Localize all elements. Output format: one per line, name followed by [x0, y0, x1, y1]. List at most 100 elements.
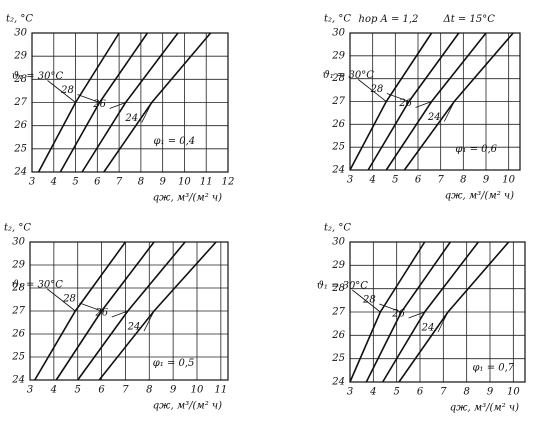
y-tick-label: 26	[331, 119, 345, 130]
curve-label: 26	[94, 308, 108, 319]
curve-label: 24	[127, 322, 141, 333]
x-tick-label: 5	[75, 385, 81, 396]
y-axis-label: t₂, °C	[324, 223, 351, 234]
y-tick-label: 24	[331, 165, 345, 176]
y-tick-label: 24	[331, 377, 345, 388]
x-tick-label: 7	[437, 175, 444, 186]
curve-label: ϑ₁ = 30°C	[317, 281, 369, 292]
x-tick-label: 10	[178, 177, 191, 188]
y-tick-label: 24	[13, 167, 27, 178]
x-tick-label: 6	[415, 175, 422, 186]
annotation: φ₁ = 0,5	[153, 358, 195, 369]
y-tick-label: 25	[11, 352, 25, 363]
x-axis-label: qж, м³/(м² ч)	[153, 193, 222, 204]
y-tick-label: 29	[11, 260, 25, 271]
curve-label: ϑ₁ = 30°C	[323, 70, 375, 81]
x-axis-label: qж, м³/(м² ч)	[445, 191, 514, 202]
curve	[403, 32, 514, 171]
leader-line	[79, 302, 102, 312]
curve-label: 26	[398, 98, 412, 109]
curve-label: 28	[362, 295, 376, 306]
y-tick-label: 28	[11, 283, 25, 294]
curve-label: 28	[370, 84, 384, 95]
y-tick-label: 25	[331, 353, 345, 364]
x-tick-label: 7	[116, 177, 123, 188]
y-tick-label: 27	[11, 306, 25, 317]
curve-label: ϑ₁ = 30°C	[12, 71, 64, 82]
annotation: φ₁ = 0,4	[154, 136, 196, 147]
x-tick-label: 10	[191, 385, 204, 396]
leader-line	[141, 102, 153, 123]
curve-label: 24	[124, 113, 138, 124]
annotation: φ₁ = 0,7	[473, 363, 515, 374]
leader-line	[358, 79, 387, 102]
x-tick-label: 8	[146, 385, 152, 396]
x-tick-label: 11	[200, 177, 213, 188]
x-tick-label: 3	[347, 387, 353, 398]
curve-label: 28	[62, 294, 76, 305]
y-tick-label: 26	[331, 330, 345, 341]
curve	[103, 32, 212, 173]
leader-line	[386, 93, 410, 102]
x-tick-label: 12	[222, 177, 235, 188]
annotation: hор A = 1,2	[359, 14, 419, 25]
y-tick-label: 27	[331, 307, 345, 318]
leader-line	[47, 80, 76, 103]
leader-line	[47, 288, 76, 312]
plot-frame	[29, 241, 229, 381]
leader-line	[109, 102, 126, 109]
curve-label: 26	[92, 99, 106, 110]
panel: 24 25 26 27 28 29 30 3 4 5 6 7 8 9 10 11 12 t₂, °C qж, м³/…	[6, 14, 234, 204]
y-tick-label: 29	[331, 260, 345, 271]
panel: 24 25 26 27 28 29 30 3 4 5 6 7 8 9 10 t₂, °C qж, м³/(м² …	[317, 223, 526, 414]
x-tick-label: 7	[122, 385, 129, 396]
x-tick-label: 10	[507, 387, 520, 398]
y-tick-label: 29	[13, 51, 27, 62]
panel: 24 25 26 27 28 29 30 3 4 5 6 7 8 9 10 11 t₂, °C qж, м³/(м…	[4, 223, 229, 412]
plot-frame	[349, 32, 521, 171]
x-tick-label: 7	[440, 387, 447, 398]
annotation: φ₁ = 0,6	[455, 144, 497, 155]
curve-label: 26	[391, 309, 405, 320]
panel: 24 25 26 27 28 29 30 3 4 5 6 7 8 9 10 t₂, °C qж, м³/(м² …	[323, 14, 521, 202]
x-tick-label: 5	[392, 175, 398, 186]
y-tick-label: 28	[331, 73, 345, 84]
y-tick-label: 26	[11, 329, 25, 340]
x-tick-label: 11	[214, 385, 227, 396]
x-tick-label: 6	[94, 177, 101, 188]
x-tick-label: 5	[72, 177, 78, 188]
curve-label: 24	[421, 323, 435, 334]
y-tick-label: 30	[332, 237, 345, 248]
leader-line	[443, 101, 455, 122]
plot-frame	[349, 241, 526, 383]
plot-frame	[31, 32, 229, 173]
y-tick-label: 30	[12, 237, 25, 248]
x-tick-label: 4	[50, 177, 57, 188]
y-axis-label: t₂, °C	[4, 223, 31, 234]
leader-line	[77, 94, 100, 103]
x-tick-label: 3	[29, 177, 35, 188]
leader-line	[379, 303, 402, 313]
annotation: Δt = 15°C	[443, 14, 496, 25]
y-tick-label: 28	[331, 283, 345, 294]
leader-line	[352, 289, 381, 313]
leader-line	[143, 310, 155, 332]
y-tick-label: 28	[13, 74, 27, 85]
x-tick-label: 9	[487, 387, 494, 398]
x-tick-label: 9	[159, 177, 166, 188]
y-tick-label: 27	[331, 96, 345, 107]
x-tick-label: 9	[170, 385, 177, 396]
curve-label: 28	[60, 85, 74, 96]
curve	[381, 241, 479, 383]
leader-line	[437, 311, 449, 333]
y-tick-label: 26	[13, 120, 27, 131]
leader-line	[415, 101, 432, 108]
x-tick-label: 8	[138, 177, 144, 188]
y-tick-label: 24	[11, 375, 25, 386]
leader-line	[408, 311, 425, 319]
x-tick-label: 8	[463, 387, 469, 398]
x-tick-label: 3	[27, 385, 33, 396]
x-axis-label: qж, м³/(м² ч)	[450, 403, 519, 414]
x-tick-label: 9	[483, 175, 490, 186]
